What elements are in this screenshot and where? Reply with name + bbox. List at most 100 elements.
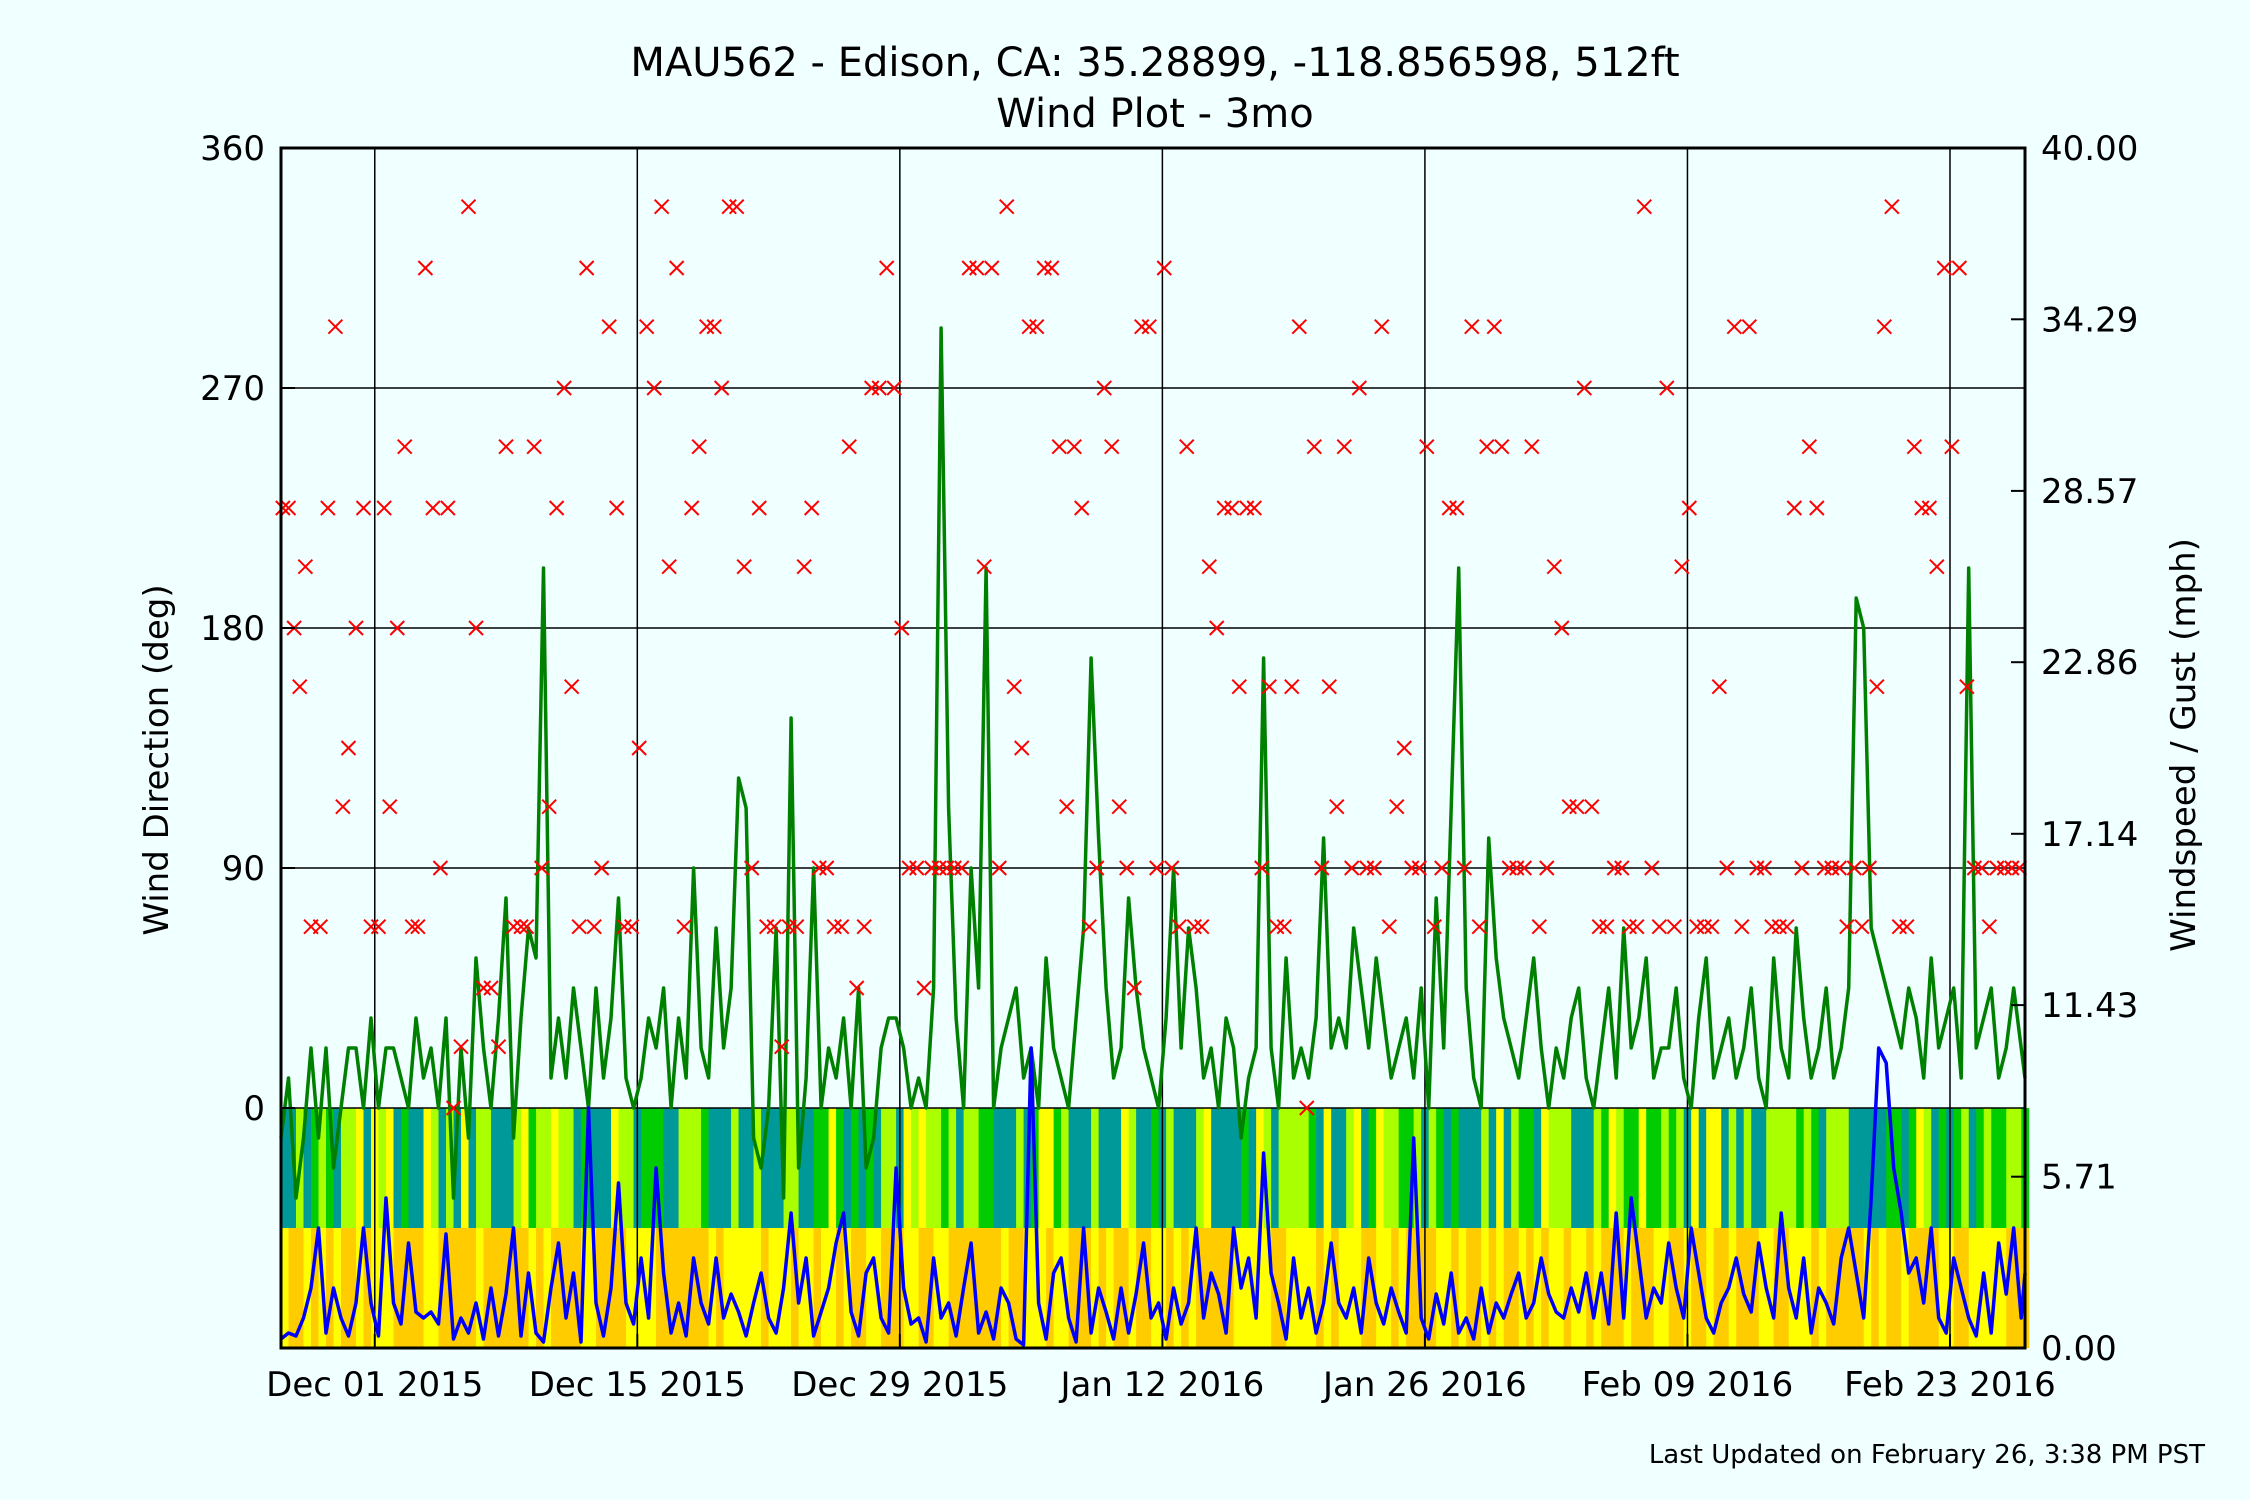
band-lower-stripe (341, 1228, 350, 1348)
direction-point (1471, 918, 1488, 935)
band-upper-stripe (1166, 1108, 1175, 1228)
band-upper-stripe (1863, 1108, 1872, 1228)
direction-point (676, 918, 692, 935)
direction-point (601, 318, 617, 335)
direction-point (916, 980, 932, 996)
band-upper-stripe (341, 1108, 350, 1228)
band-lower-stripe (1848, 1228, 1857, 1348)
band-upper-stripe (318, 1108, 327, 1228)
band-upper-stripe (1698, 1108, 1707, 1228)
direction-point (1351, 380, 1367, 396)
band-lower-stripe (1871, 1228, 1880, 1348)
band-upper-stripe (686, 1108, 695, 1228)
band-lower-stripe (363, 1228, 372, 1348)
band-lower-stripe (1713, 1228, 1722, 1348)
direction-point (1464, 318, 1480, 335)
band-upper-stripe (1203, 1108, 1212, 1228)
direction-point (811, 860, 827, 876)
band-upper-stripe (1818, 1108, 1827, 1228)
band-lower-stripe (993, 1228, 1002, 1348)
band-lower-stripe (1571, 1228, 1580, 1348)
direction-point (1029, 318, 1045, 335)
direction-point (1561, 798, 1578, 815)
direction-point (498, 438, 514, 455)
direction-point (1681, 500, 1698, 516)
direction-point (1734, 918, 1750, 935)
band-upper-stripe (1938, 1108, 1947, 1228)
band-upper-stripe (506, 1108, 515, 1228)
band-lower-stripe (1968, 1228, 1977, 1348)
direction-point (1149, 860, 1165, 876)
band-lower-stripe (1413, 1228, 1422, 1348)
band-upper-stripe (1241, 1108, 1250, 1228)
band-lower-stripe (311, 1228, 320, 1348)
band-upper-stripe (1998, 1108, 2007, 1228)
band-lower-stripe (1496, 1228, 1505, 1348)
band-upper-stripe (716, 1108, 725, 1228)
band-upper-stripe (1796, 1108, 1805, 1228)
band-upper-stripe (1143, 1108, 1152, 1228)
band-upper-stripe (888, 1108, 897, 1228)
direction-point (1246, 500, 1262, 516)
band-upper-stripe (723, 1108, 732, 1228)
band-lower-stripe (821, 1228, 830, 1348)
direction-point (608, 500, 625, 516)
band-upper-stripe (828, 1108, 837, 1228)
band-upper-stripe (356, 1108, 365, 1228)
band-lower-stripe (1758, 1228, 1767, 1348)
direction-point (796, 558, 812, 575)
band-upper-stripe (1061, 1108, 1070, 1228)
band-upper-stripe (1578, 1108, 1587, 1228)
band-lower-stripe (1706, 1228, 1715, 1348)
band-upper-stripe (1376, 1108, 1385, 1228)
direction-point (886, 380, 902, 396)
band-upper-stripe (1841, 1108, 1850, 1228)
band-lower-stripe (1436, 1228, 1445, 1348)
band-upper-stripe (731, 1108, 740, 1228)
band-upper-stripe (1743, 1108, 1752, 1228)
direction-point (275, 500, 291, 516)
direction-point (548, 500, 565, 516)
band-lower-stripe (1826, 1228, 1835, 1348)
direction-point (961, 260, 977, 276)
band-lower-stripe (603, 1228, 612, 1348)
direction-point (1261, 678, 1277, 695)
band-upper-stripe (656, 1108, 665, 1228)
band-upper-stripe (566, 1108, 575, 1228)
direction-point (1044, 260, 1060, 276)
band-lower-stripe (1428, 1228, 1437, 1348)
band-upper-stripe (858, 1108, 867, 1228)
band-lower-stripe (1736, 1228, 1745, 1348)
band-upper-stripe (461, 1108, 470, 1228)
band-upper-stripe (1541, 1108, 1550, 1228)
band-upper-stripe (446, 1108, 455, 1228)
band-lower-stripe (1646, 1228, 1655, 1348)
band-lower-stripe (333, 1228, 342, 1348)
band-upper-stripe (1653, 1108, 1662, 1228)
band-upper-stripe (1346, 1108, 1355, 1228)
band-upper-stripe (1151, 1108, 1160, 1228)
direction-series (275, 198, 2028, 1116)
band-upper-stripe (468, 1108, 477, 1228)
band-upper-stripe (573, 1108, 582, 1228)
direction-point (513, 918, 529, 935)
direction-point (410, 918, 426, 935)
band-upper-stripe (453, 1108, 462, 1228)
band-upper-stripe (416, 1108, 425, 1228)
band-upper-stripe (1488, 1108, 1497, 1228)
direction-point (1936, 260, 1953, 276)
band-upper-stripe (1046, 1108, 1055, 1228)
direction-point (1741, 318, 1758, 335)
band-lower-stripe (1353, 1228, 1362, 1348)
band-upper-stripe (1301, 1108, 1310, 1228)
direction-point (1441, 500, 1457, 516)
band-upper-stripe (1443, 1108, 1452, 1228)
band-lower-stripe (626, 1228, 635, 1348)
band-upper-stripe (1008, 1108, 1017, 1228)
band-upper-stripe (438, 1108, 447, 1228)
band-lower-stripe (701, 1228, 710, 1348)
direction-point (698, 318, 715, 335)
direction-point (432, 860, 449, 876)
band-upper-stripe (1781, 1108, 1790, 1228)
direction-point (1231, 678, 1247, 695)
